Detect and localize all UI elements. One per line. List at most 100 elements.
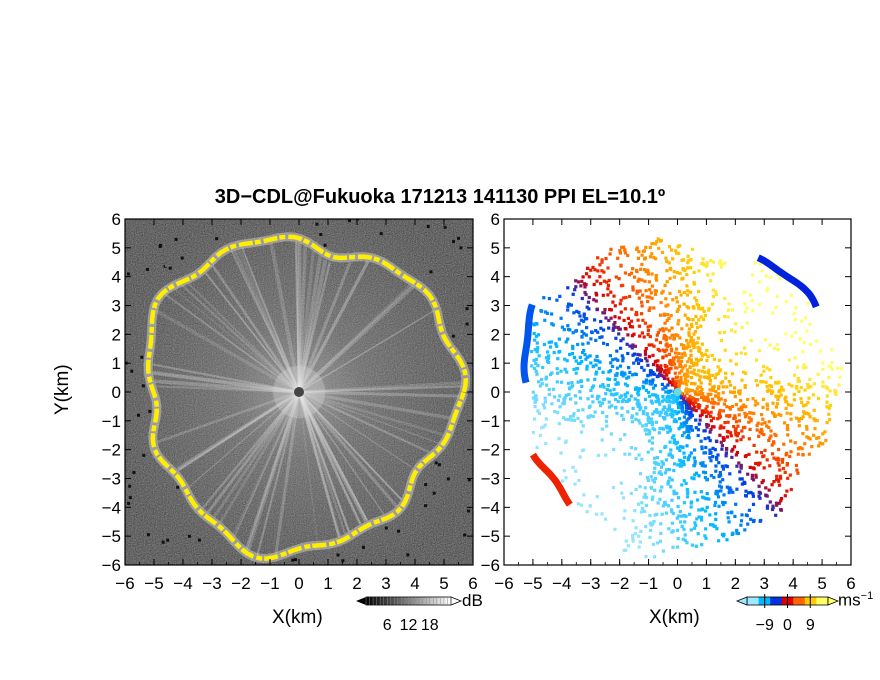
velocity-pixel <box>600 258 604 262</box>
velocity-pixel <box>769 389 773 393</box>
velocity-pixel <box>708 448 712 452</box>
velocity-pixel <box>547 297 551 301</box>
velocity-pixel <box>631 536 635 541</box>
velocity-pixel <box>683 394 687 398</box>
velocity-pixel <box>579 503 583 507</box>
velocity-pixel <box>737 407 741 411</box>
velocity-pixel <box>540 309 544 313</box>
velocity-pixel <box>595 370 599 374</box>
colorbar-velocity-segment <box>770 597 783 605</box>
velocity-pixel <box>764 274 768 278</box>
velocity-pixel <box>805 329 809 333</box>
velocity-pixel <box>594 372 598 376</box>
velocity-pixel <box>576 416 580 421</box>
velocity-pixel <box>602 385 606 389</box>
velocity-pixel <box>745 306 749 310</box>
noise-pixel <box>443 225 447 229</box>
noise-pixel <box>130 369 134 373</box>
velocity-pixel <box>633 397 637 401</box>
velocity-pixel <box>774 457 778 461</box>
velocity-pixel <box>711 272 715 276</box>
velocity-pixel <box>714 491 718 496</box>
velocity-pixel <box>711 446 715 450</box>
velocity-pixel <box>559 369 563 373</box>
velocity-pixel <box>654 277 658 281</box>
velocity-pixel <box>674 296 679 300</box>
velocity-pixel <box>731 490 735 494</box>
velocity-pixel <box>646 332 650 337</box>
velocity-pixel <box>705 505 709 509</box>
noise-pixel <box>434 461 438 465</box>
velocity-pixel <box>614 405 618 409</box>
velocity-pixel <box>712 425 716 429</box>
velocity-pixel <box>651 371 655 375</box>
velocity-pixel <box>678 445 682 449</box>
velocity-pixel <box>788 454 792 459</box>
velocity-pixel <box>624 399 628 403</box>
velocity-pixel <box>585 272 589 276</box>
velocity-pixel <box>637 534 641 538</box>
velocity-pixel <box>589 268 593 272</box>
velocity-pixel <box>701 461 705 465</box>
y-tick-label: −5 <box>102 527 121 546</box>
velocity-pixel <box>686 254 690 258</box>
velocity-pixel <box>700 388 704 392</box>
velocity-pixel <box>575 309 579 313</box>
velocity-pixel <box>686 374 690 378</box>
velocity-pixel <box>743 310 748 314</box>
velocity-pixel <box>574 359 578 363</box>
velocity-pixel <box>536 333 541 337</box>
velocity-pixel <box>582 448 586 452</box>
noise-pixel <box>216 203 219 206</box>
velocity-pixel <box>704 264 708 268</box>
noise-pixel <box>82 265 85 268</box>
velocity-pixel <box>634 526 638 530</box>
colorbar-db-label: 6 <box>383 617 392 634</box>
velocity-pixel <box>564 439 568 443</box>
velocity-pixel <box>758 262 762 266</box>
velocity-pixel <box>673 462 677 466</box>
velocity-pixel <box>652 242 656 246</box>
velocity-pixel <box>711 405 715 409</box>
velocity-pixel <box>542 425 546 429</box>
velocity-pixel <box>833 389 837 393</box>
noise-pixel <box>297 183 300 186</box>
velocity-pixel <box>618 395 622 399</box>
velocity-pixel <box>719 262 723 267</box>
velocity-pixel <box>777 457 781 462</box>
velocity-pixel <box>660 250 665 254</box>
noise-pixel <box>163 529 167 533</box>
velocity-pixel <box>699 390 703 394</box>
velocity-pixel <box>690 322 694 327</box>
velocity-pixel <box>655 333 659 337</box>
velocity-pixel <box>643 397 648 401</box>
velocity-pixel <box>804 403 808 407</box>
velocity-pixel <box>675 446 680 450</box>
colorbar-unit-velocity-base: ms <box>838 590 861 610</box>
velocity-pixel <box>602 341 606 345</box>
velocity-pixel <box>574 469 578 473</box>
velocity-pixel <box>637 545 641 549</box>
noise-pixel <box>330 205 333 208</box>
velocity-pixel <box>729 431 733 435</box>
velocity-pixel <box>726 420 730 424</box>
velocity-pixel <box>729 390 733 394</box>
velocity-pixel <box>702 365 706 369</box>
radial-streak <box>297 391 398 508</box>
velocity-pixel <box>634 386 638 390</box>
velocity-pixel <box>717 504 721 508</box>
velocity-pixel <box>600 401 604 405</box>
velocity-pixel <box>717 539 721 543</box>
velocity-pixel <box>725 385 729 389</box>
velocity-pixel <box>562 469 566 473</box>
velocity-pixel <box>561 479 565 483</box>
noise-pixel <box>467 509 471 513</box>
velocity-pixel <box>808 377 812 381</box>
velocity-pixel <box>677 319 681 323</box>
velocity-pixel <box>561 416 566 420</box>
velocity-pixel <box>711 455 715 459</box>
velocity-pixel <box>681 401 686 405</box>
velocity-pixel <box>581 424 585 428</box>
noise-pixel <box>484 229 487 232</box>
